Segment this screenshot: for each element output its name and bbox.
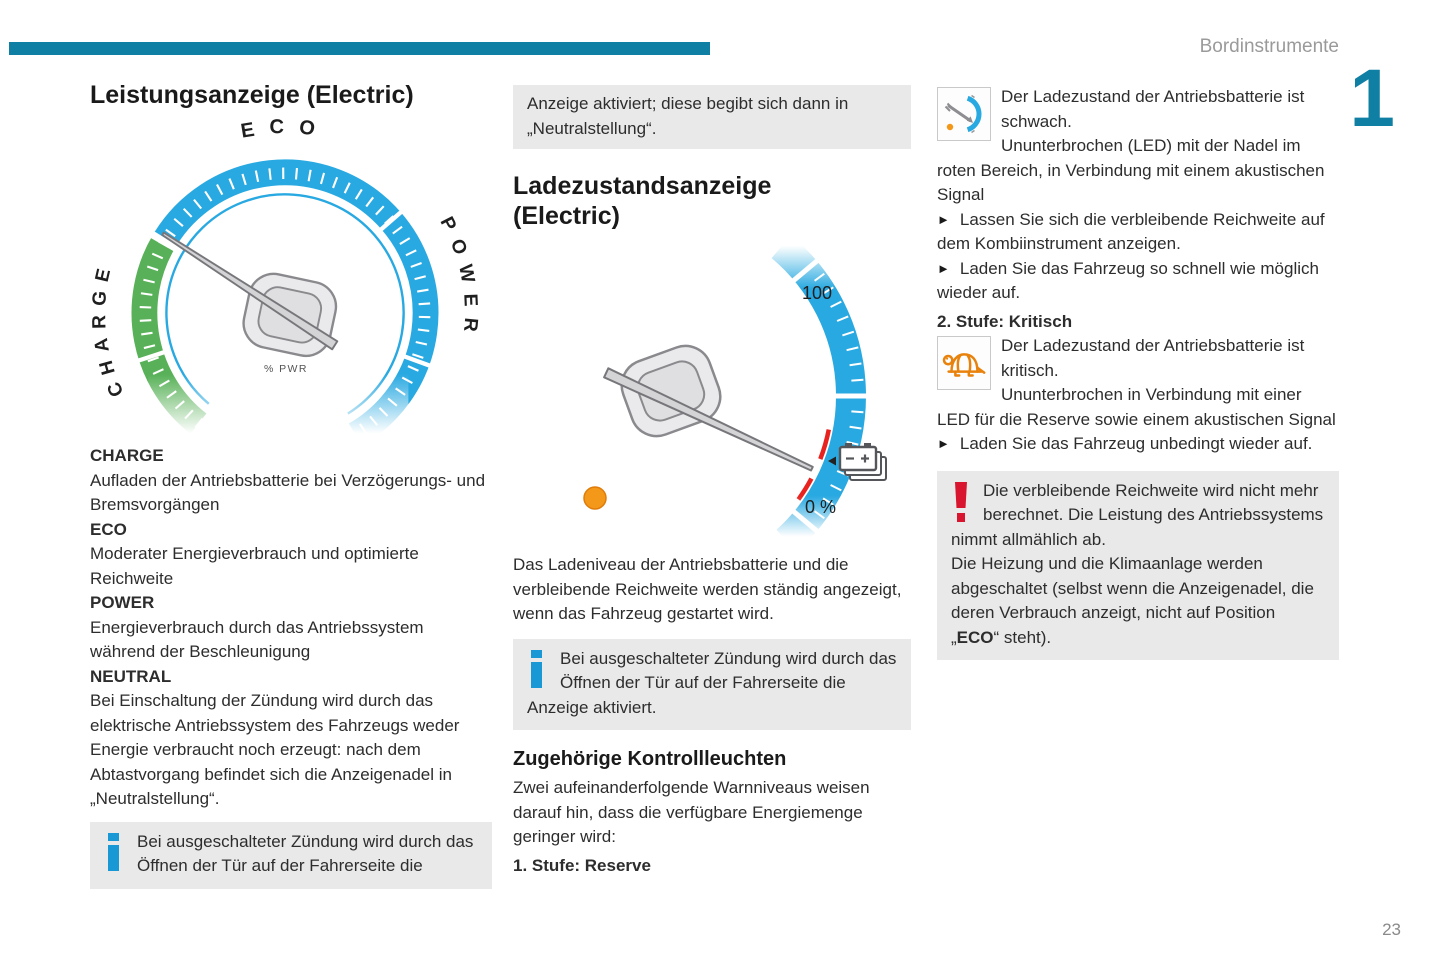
svg-text:CHARGE: CHARGE xyxy=(90,258,128,399)
page-number: 23 xyxy=(1382,920,1401,939)
right-column: Der Ladezustand der Antriebsbatterie ist… xyxy=(937,85,1339,660)
definition-description: Bei Einschaltung der Zündung wird durch … xyxy=(90,691,460,808)
definition-term: CHARGE xyxy=(90,446,164,465)
middle-column: Anzeige aktiviert; diese begibt sich dan… xyxy=(513,85,911,878)
info-box: Bei ausgeschalteter Zündung wird durch d… xyxy=(90,821,492,889)
level1-label: 1. Stufe: Reserve xyxy=(513,855,651,875)
info-box: Bei ausgeschalteter Zündung wird durch d… xyxy=(513,638,911,730)
definition-term: NEUTRAL xyxy=(90,666,172,686)
section-label: Bordinstrumente xyxy=(1199,36,1339,57)
info-icon xyxy=(108,832,119,871)
level2-body: Ununterbrochen in Verbindung mit einer L… xyxy=(937,385,1336,429)
definition-description: Moderater Energieverbrauch und optimiert… xyxy=(90,544,419,588)
power-gauge-figure: CHARGE ECO POWER % PWR xyxy=(90,116,480,444)
action-text: Lassen Sie sich die verbleibende Reichwe… xyxy=(937,209,1325,254)
reserve-led-dot xyxy=(583,486,607,510)
level1-block: Der Ladezustand der Antriebsbatterie ist… xyxy=(937,85,1339,306)
power-gauge-title: Leistungsanzeige (Electric) xyxy=(90,81,414,109)
level1-body: Ununterbrochen (LED) mit der Nadel im ro… xyxy=(937,136,1325,204)
gauge-label-power: POWER xyxy=(435,214,470,343)
needle-hub xyxy=(620,344,722,438)
svg-text:ECO: ECO xyxy=(239,116,330,143)
action-text: Laden Sie das Fahrzeug so schnell wie mö… xyxy=(937,258,1319,303)
related-warning-lights-heading: Zugehörige Kontrollleuchten xyxy=(513,748,787,770)
definition-term: POWER xyxy=(90,593,155,612)
warning-levels-intro: Zwei aufeinanderfolgende Warnniveaus wei… xyxy=(513,778,870,846)
header-divider-bar xyxy=(9,42,710,55)
gauge-definitions: CHARGE Aufladen der Antriebsbatterie bei… xyxy=(90,444,492,812)
info-box-text: Bei ausgeschalteter Zündung wird durch d… xyxy=(137,831,474,876)
definition-description: Aufladen der Antriebsbatterie bei Verzög… xyxy=(90,470,486,515)
action-arrow-icon: ► xyxy=(937,260,950,276)
charge-gauge-paragraph: Das Ladeniveau der Antriebsbatterie und … xyxy=(513,555,902,623)
level2-lead: Der Ladezustand der Antriebsbatterie ist… xyxy=(1001,336,1305,380)
definition-term: ECO xyxy=(90,519,127,539)
gauge-min-label: 0 % xyxy=(805,497,836,517)
charge-gauge-title: Ladezustandsanzeige (Electric) xyxy=(513,172,772,230)
charge-gauge-figure: 100 0 % xyxy=(583,241,887,541)
power-zone-arc xyxy=(154,159,439,444)
action-item: ► Laden Sie das Fahrzeug unbedingt wieder… xyxy=(937,432,1339,457)
gauge-needle xyxy=(603,367,814,472)
definition-description: Energieverbrauch durch das Antriebssyste… xyxy=(90,617,424,662)
action-item: ► Lassen Sie sich die verbleibende Reichw… xyxy=(937,208,1339,257)
warning-icon xyxy=(955,481,967,522)
gauge-label-eco: ECO xyxy=(239,116,316,143)
level1-lead: Der Ladezustand der Antriebsbatterie ist… xyxy=(1001,87,1305,131)
gauge-needle xyxy=(161,231,339,351)
info-icon xyxy=(531,649,542,688)
gauge-label-pwr: % PWR xyxy=(264,363,308,375)
action-text: Laden Sie das Fahrzeug unbedingt wieder … xyxy=(959,434,1313,453)
svg-text:POWER: POWER xyxy=(435,214,480,343)
left-column: Leistungsanzeige (Electric) CHARGE ECO xyxy=(90,80,492,889)
gauge-max-label: 100 xyxy=(802,283,832,303)
info-box-text: Bei ausgeschalteter Zündung wird durch d… xyxy=(527,648,897,717)
inner-ring-arc xyxy=(165,193,405,415)
gauge-label-charge: CHARGE xyxy=(90,258,120,399)
action-arrow-icon: ► xyxy=(937,211,950,227)
info-box-continuation: Anzeige aktiviert; diese begibt sich dan… xyxy=(513,85,911,149)
action-arrow-icon: ► xyxy=(937,436,950,451)
critical-charge-warning-lamp xyxy=(937,336,991,390)
chapter-number: 1 xyxy=(1349,53,1395,144)
warning-box: Die verbleibende Reichweite wird nicht m… xyxy=(937,470,1339,660)
weak-charge-warning-lamp xyxy=(937,87,991,141)
mini-gauge-icon xyxy=(944,94,982,134)
level2-label: 2. Stufe: Kritisch xyxy=(937,311,1073,331)
level2-block: Der Ladezustand der Antriebsbatterie ist… xyxy=(937,334,1339,457)
reserve-red-mark xyxy=(818,429,832,460)
battery-icon xyxy=(828,443,887,481)
info-continuation-text: Anzeige aktiviert; diese begibt sich dan… xyxy=(527,94,849,138)
warning-paragraph-1: Die verbleibende Reichweite wird nicht m… xyxy=(951,480,1324,549)
warning-paragraph-2: Die Heizung und die Klimaanlage werden a… xyxy=(951,554,1314,647)
turtle-icon xyxy=(942,353,986,377)
action-item: ► Laden Sie das Fahrzeug so schnell wie m… xyxy=(937,257,1339,306)
